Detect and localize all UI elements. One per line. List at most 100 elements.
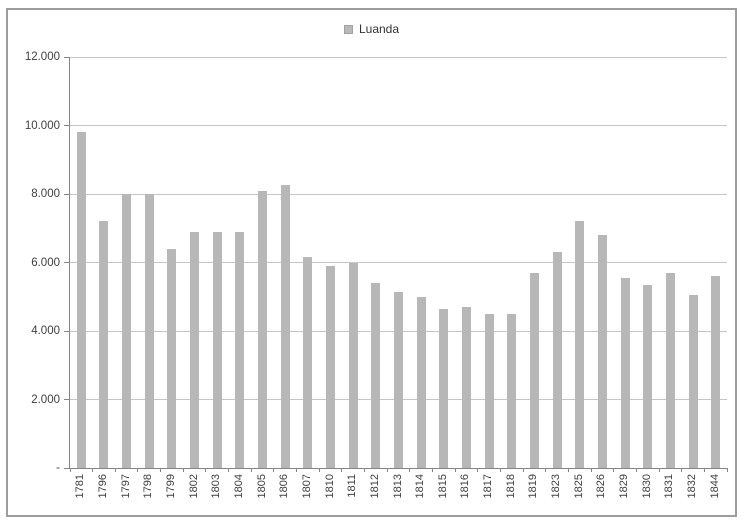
y-tick [64, 125, 70, 126]
x-tick [273, 468, 275, 472]
legend: Luanda [8, 21, 735, 37]
x-tick [160, 468, 162, 472]
x-tick [545, 468, 547, 472]
bar [461, 307, 471, 468]
y-tick [64, 467, 70, 469]
y-tick [64, 262, 70, 263]
bar [529, 272, 539, 468]
bar [371, 283, 381, 468]
x-tick-label: 1844 [708, 474, 721, 499]
y-tick-label: 8.000 [31, 188, 60, 200]
legend-marker-icon [343, 24, 353, 34]
x-tick-label: 1815 [436, 474, 449, 499]
x-tick-label: 1802 [187, 474, 200, 499]
x-tick-label: 1813 [391, 474, 404, 499]
x-tick [205, 468, 207, 472]
bar [665, 272, 675, 468]
x-tick [386, 468, 388, 472]
y-tick-label: 2.000 [31, 393, 60, 406]
x-tick [92, 468, 94, 472]
gridline [70, 125, 727, 126]
x-tick-label: 1816 [459, 474, 472, 499]
x-tick-label: 1831 [663, 474, 676, 499]
bar [575, 221, 585, 468]
y-tick-label: - [56, 462, 60, 474]
plot-area: - 2.000 4.000 6.000 8.000 10.000 12.000 1781 179… [25, 51, 728, 498]
x-tick [137, 468, 139, 472]
x-tick [681, 468, 683, 472]
x-tick [431, 468, 433, 472]
x-tick-label: 1832 [686, 474, 699, 499]
x-tick-label: 1797 [119, 474, 132, 499]
x-tick [613, 468, 615, 472]
bar [643, 284, 653, 468]
bar [439, 308, 449, 468]
x-tick [250, 468, 252, 472]
x-tick [318, 468, 320, 472]
bar [484, 313, 494, 468]
bar [711, 276, 721, 468]
bar [235, 231, 245, 468]
x-tick [499, 468, 501, 472]
x-tick [228, 468, 230, 472]
bar [212, 231, 222, 468]
bar [326, 265, 336, 468]
bar [688, 295, 698, 468]
x-tick-label: 1811 [346, 474, 359, 498]
x-tick [114, 468, 116, 472]
legend-label: Luanda [358, 22, 400, 36]
x-tick [567, 468, 569, 472]
bar [416, 296, 426, 468]
x-tick [341, 468, 343, 472]
x-tick-label: 1825 [572, 474, 585, 499]
bar [552, 252, 562, 468]
x-tick-label: 1819 [527, 474, 540, 499]
x-tick-label: 1826 [595, 474, 608, 499]
x-tick [477, 468, 479, 472]
x-axis-line [65, 468, 727, 469]
x-tick-label: 1798 [142, 474, 155, 499]
x-tick [364, 468, 366, 472]
bar [394, 291, 403, 468]
bar [507, 313, 517, 468]
x-tick [726, 468, 728, 472]
y-tick [64, 56, 70, 58]
gridline [70, 56, 727, 58]
bar [144, 194, 154, 468]
x-tick-label: 1812 [368, 474, 381, 499]
x-tick [658, 468, 660, 472]
y-tick-label: 10.000 [24, 119, 60, 132]
bar [190, 231, 200, 468]
x-tick [454, 468, 456, 472]
y-tick [64, 399, 70, 400]
bar [280, 185, 290, 468]
bar [167, 248, 177, 468]
x-tick-label: 1829 [618, 474, 631, 499]
x-tick-label: 1818 [504, 474, 517, 499]
x-tick-label: 1804 [232, 474, 245, 499]
x-tick-label: 1830 [640, 474, 653, 499]
x-tick-label: 1807 [300, 474, 313, 499]
bar [303, 257, 313, 468]
y-tick-label: 12.000 [24, 51, 60, 63]
y-tick-label: 6.000 [31, 256, 60, 269]
bar [122, 194, 132, 468]
x-tick [409, 468, 411, 472]
x-tick-label: 1814 [414, 474, 427, 499]
x-tick-label: 1810 [323, 474, 336, 499]
y-tick [64, 330, 70, 332]
x-tick-label: 1817 [482, 474, 495, 499]
bar [76, 132, 86, 468]
x-tick [296, 468, 298, 472]
x-tick [182, 468, 184, 472]
x-tick [69, 468, 71, 472]
gridline [70, 193, 727, 195]
x-tick [635, 468, 637, 472]
bar [620, 277, 630, 468]
x-tick-label: 1805 [255, 474, 268, 499]
chart-frame: Luanda - 2.000 4.000 6.000 8.000 10.000 12.000… [6, 8, 737, 517]
x-tick-label: 1796 [96, 474, 109, 499]
y-tick-label: 4.000 [31, 325, 60, 337]
y-tick [64, 193, 70, 195]
